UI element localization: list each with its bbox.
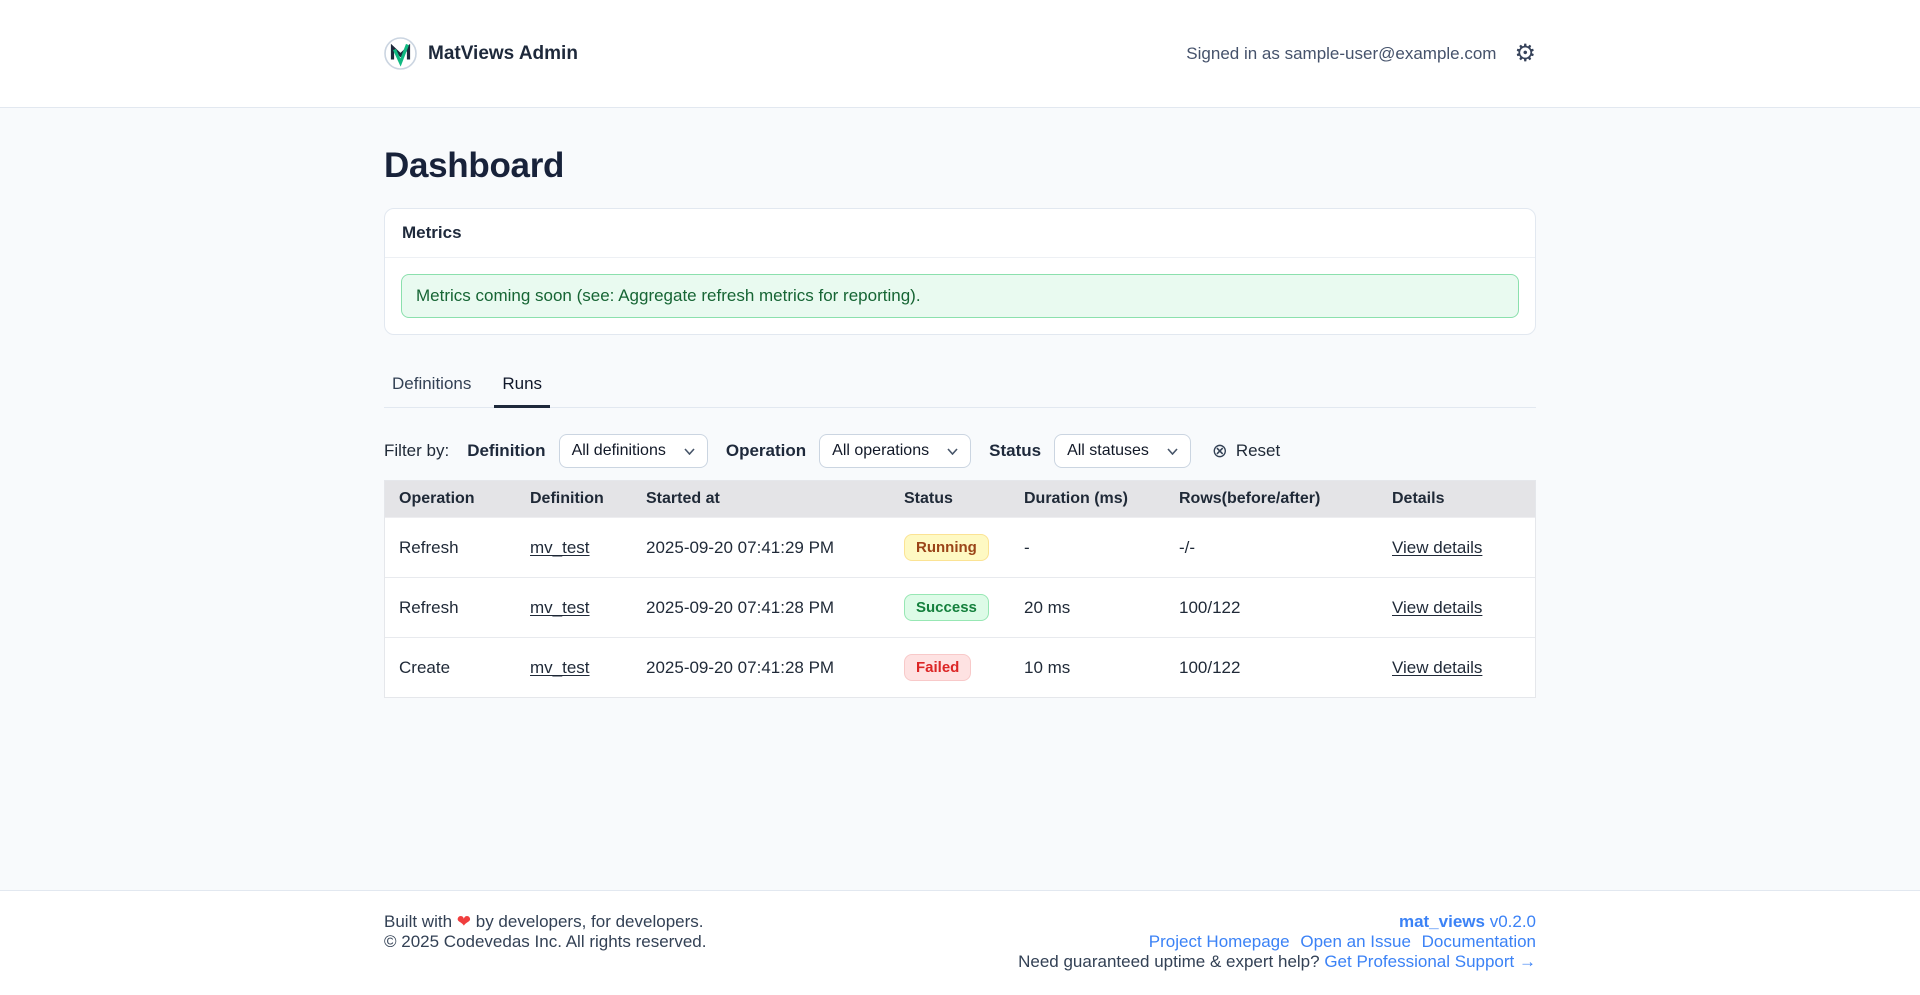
started-at-cell: 2025-09-20 07:41:28 PM (632, 577, 890, 638)
view-details-link[interactable]: View details (1392, 657, 1483, 677)
operation-select[interactable]: All operations (819, 434, 972, 469)
project-homepage-link[interactable]: Project Homepage (1148, 932, 1290, 951)
definition-select-value: All definitions (571, 442, 666, 460)
matviews-logo-icon (384, 37, 417, 70)
chevron-down-icon (1167, 448, 1178, 455)
rows-before-after-cell: 100/122 (1165, 577, 1378, 638)
page-title: Dashboard (384, 146, 565, 185)
built-with-suffix: by developers, for developers. (475, 912, 704, 931)
column-header-started-at: Started at (632, 481, 890, 518)
gear-icon[interactable]: ⚙ (1514, 39, 1536, 67)
status-badge: Success (904, 594, 989, 622)
started-at-cell: 2025-09-20 07:41:28 PM (632, 637, 890, 698)
version-line: mat_views v0.2.0 (1018, 912, 1536, 932)
runs-table-body: Refresh mv_test 2025-09-20 07:41:29 PM R… (385, 517, 1535, 698)
main-content: Dashboard Metrics Metrics coming soon (s… (0, 108, 1920, 890)
tab-runs[interactable]: Runs (494, 365, 551, 409)
operation-cell: Create (385, 637, 516, 698)
brand-title: MatViews Admin (428, 42, 578, 64)
table-row: Refresh mv_test 2025-09-20 07:41:29 PM R… (385, 517, 1535, 578)
duration-cell: 20 ms (1010, 577, 1165, 638)
table-row: Create mv_test 2025-09-20 07:41:28 PM Fa… (385, 637, 1535, 698)
definition-filter-label: Definition (467, 441, 546, 461)
view-details-link[interactable]: View details (1392, 597, 1483, 617)
brand: MatViews Admin (384, 37, 578, 70)
open-an-issue-link[interactable]: Open an Issue (1300, 932, 1411, 951)
column-header-duration: Duration (ms) (1010, 481, 1165, 518)
reset-filters-button[interactable]: ⊗ Reset (1212, 441, 1280, 461)
app-header: MatViews Admin Signed in as sample-user@… (0, 0, 1920, 108)
filter-bar: Filter by: Definition All definitions Op… (384, 434, 1536, 469)
filter-by-label: Filter by: (384, 441, 450, 461)
definition-link[interactable]: mv_test (530, 657, 590, 677)
built-with-line: Built with ❤ by developers, for develope… (384, 912, 706, 932)
app-footer: Built with ❤ by developers, for develope… (0, 890, 1920, 995)
chevron-down-icon (684, 448, 695, 455)
status-badge: Running (904, 534, 989, 562)
circle-x-icon: ⊗ (1211, 440, 1228, 462)
definition-link[interactable]: mv_test (530, 537, 590, 557)
column-header-status: Status (890, 481, 1010, 518)
tab-bar: Definitions Runs (384, 365, 1536, 409)
version-text: v0.2.0 (1489, 912, 1536, 931)
status-select-value: All statuses (1067, 442, 1149, 460)
professional-support-link[interactable]: Get Professional Support → (1324, 952, 1536, 971)
built-with-text: Built with (384, 912, 453, 931)
status-select[interactable]: All statuses (1054, 434, 1191, 469)
view-details-link[interactable]: View details (1392, 537, 1483, 557)
column-header-definition: Definition (516, 481, 632, 518)
tab-definitions[interactable]: Definitions (392, 374, 472, 394)
project-name-link[interactable]: mat_views (1398, 912, 1485, 931)
metrics-card: Metrics Metrics coming soon (see: Aggreg… (384, 208, 1536, 336)
reset-label: Reset (1235, 441, 1281, 461)
status-badge: Failed (904, 654, 972, 682)
operation-filter-label: Operation (725, 441, 807, 461)
column-header-operation: Operation (385, 481, 516, 518)
footer-links: Project Homepage Open an Issue Documenta… (1018, 932, 1536, 952)
support-line: Need guaranteed uptime & expert help? Ge… (1018, 952, 1536, 972)
definition-select[interactable]: All definitions (558, 434, 708, 469)
operation-cell: Refresh (385, 577, 516, 638)
definition-link[interactable]: mv_test (530, 597, 590, 617)
operation-cell: Refresh (385, 517, 516, 578)
duration-cell: 10 ms (1010, 637, 1165, 698)
column-header-rows: Rows(before/after) (1165, 481, 1378, 518)
operation-select-value: All operations (832, 442, 930, 460)
runs-table: Operation Definition Started at Status D… (384, 480, 1536, 699)
duration-cell: - (1010, 517, 1165, 578)
status-filter-label: Status (989, 441, 1042, 461)
table-row: Refresh mv_test 2025-09-20 07:41:28 PM S… (385, 577, 1535, 638)
documentation-link[interactable]: Documentation (1421, 932, 1536, 951)
heart-icon: ❤ (456, 912, 472, 931)
rows-before-after-cell: -/- (1165, 517, 1378, 578)
signed-in-text: Signed in as sample-user@example.com (1186, 43, 1497, 63)
copyright-line: © 2025 Codevedas Inc. All rights reserve… (384, 932, 707, 951)
runs-table-header-row: Operation Definition Started at Status D… (385, 481, 1535, 518)
metrics-card-title: Metrics (385, 209, 1535, 259)
started-at-cell: 2025-09-20 07:41:29 PM (632, 517, 890, 578)
chevron-down-icon (947, 448, 958, 455)
metrics-coming-soon-alert: Metrics coming soon (see: Aggregate refr… (401, 274, 1519, 319)
rows-before-after-cell: 100/122 (1165, 637, 1378, 698)
support-prefix-text: Need guaranteed uptime & expert help? (1018, 952, 1320, 971)
column-header-details: Details (1378, 481, 1535, 518)
